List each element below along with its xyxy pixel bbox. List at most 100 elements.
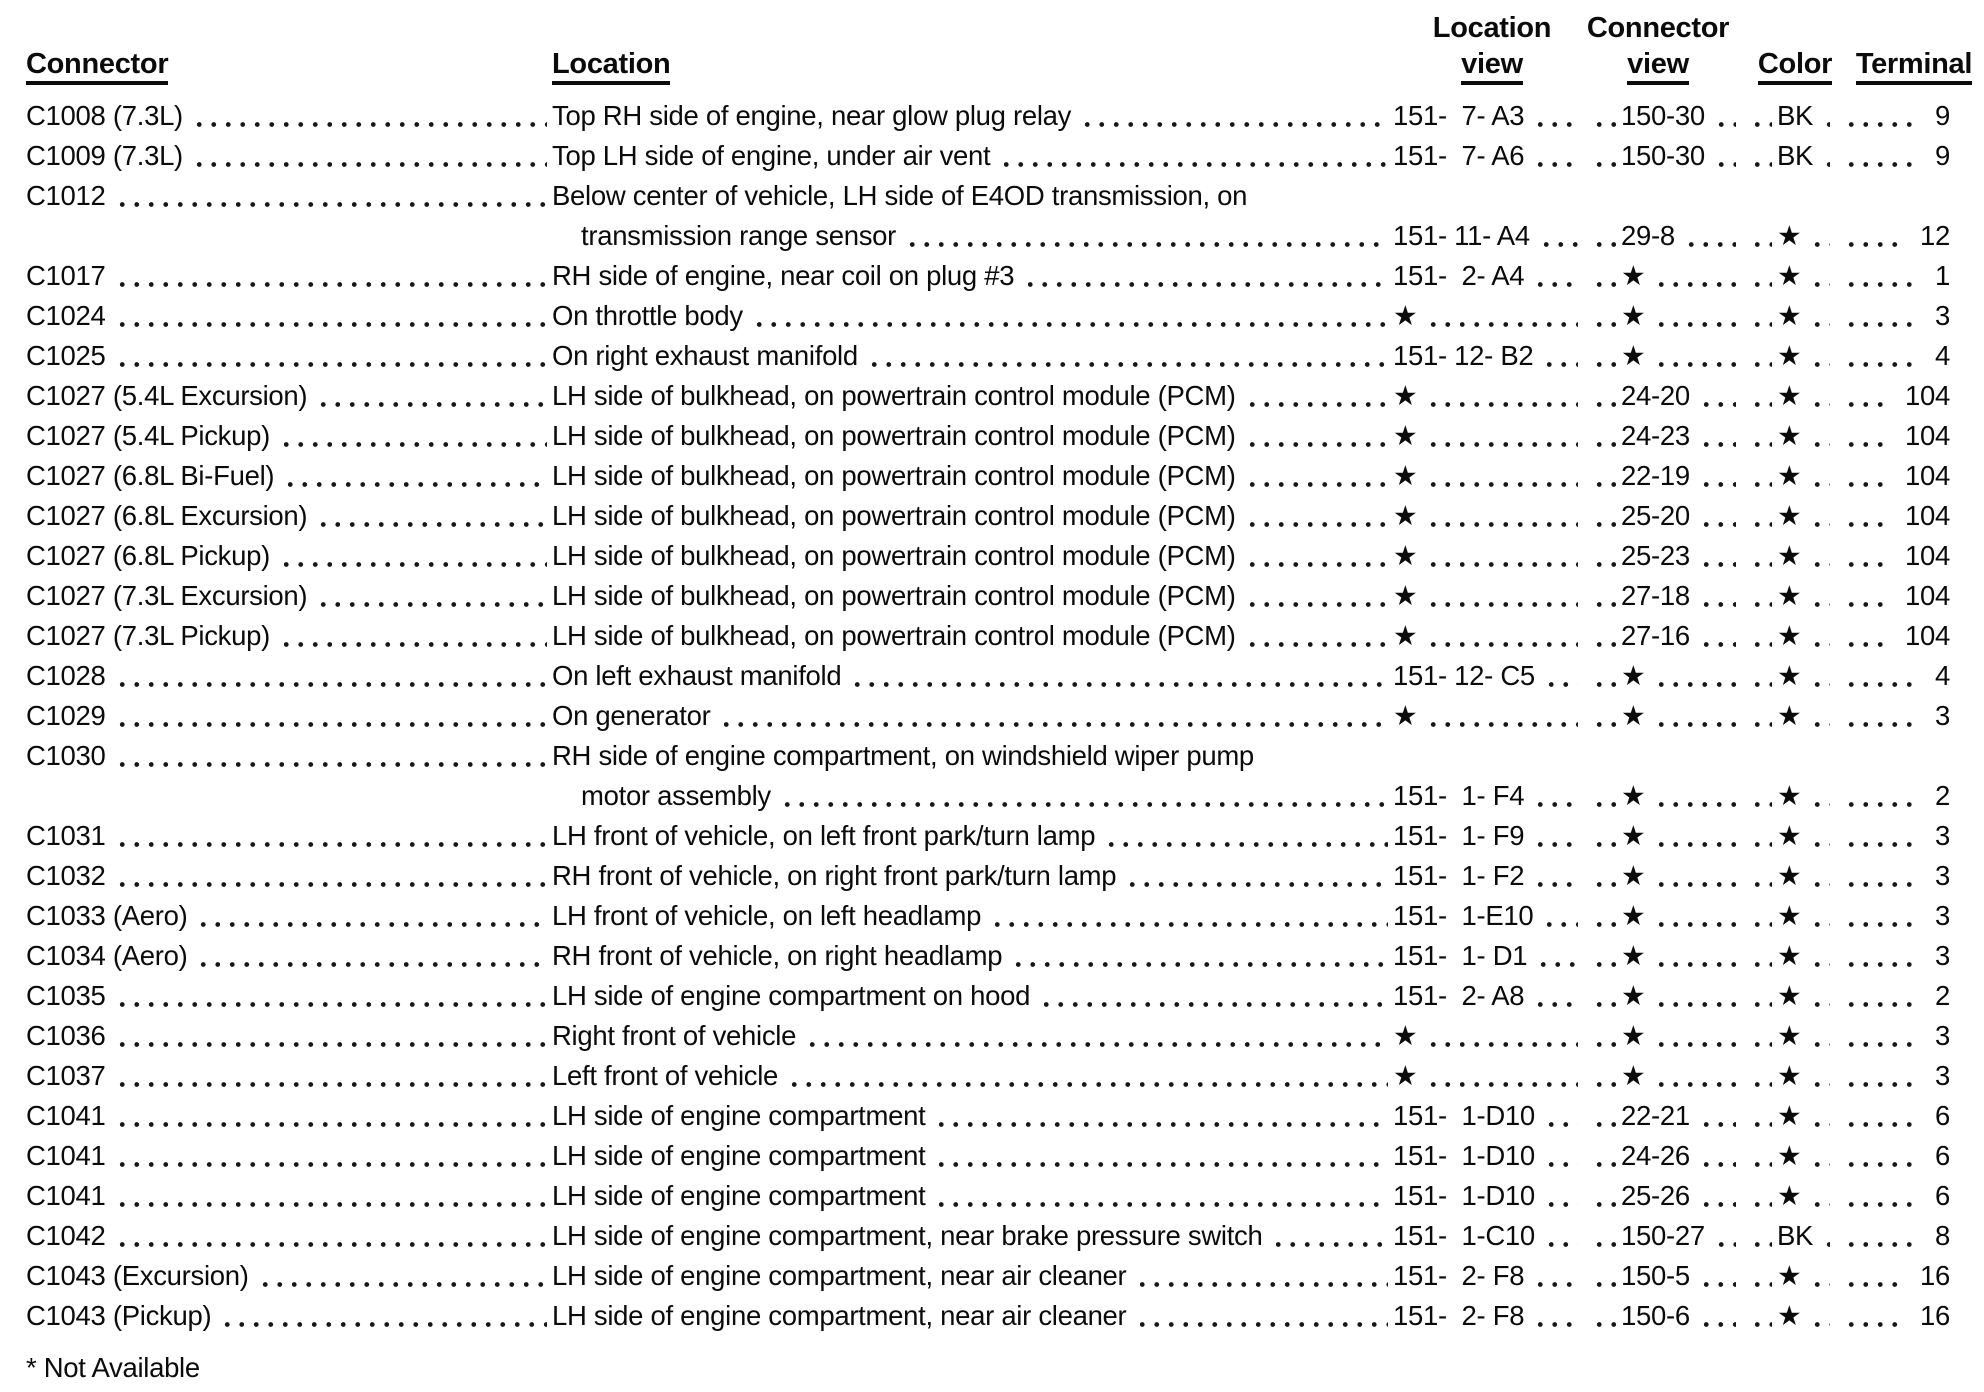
location-cell: Top LH side of engine, under air vent: [552, 136, 1393, 176]
location-text: LH side of engine compartment, near air …: [552, 1300, 1127, 1331]
connector-id: C1036: [26, 1020, 106, 1051]
location-text: LH side of bulkhead, on powertrain contr…: [552, 500, 1236, 531]
dot-leader: [801, 1016, 1388, 1056]
table-row: C1033 (Aero) LH front of vehicle, on lef…: [0, 896, 1984, 936]
dot-leader: [1422, 296, 1578, 336]
color-value: ★: [1777, 1300, 1802, 1331]
color-value: ★: [1777, 900, 1802, 931]
connector-view-cell: 24-20: [1621, 376, 1741, 416]
dot-leader: [1240, 496, 1388, 536]
terminal-value: 3: [1935, 860, 1950, 891]
location-view-value: 151- 2- A8: [1393, 980, 1525, 1011]
dot-leader: [1422, 416, 1578, 456]
location-text: LH front of vehicle, on left headlamp: [552, 900, 982, 931]
connector-view-cell: 150-30: [1621, 136, 1741, 176]
connector-view-cell: ★: [1621, 896, 1741, 936]
table-row: C1017 RH side of engine, near coil on pl…: [0, 256, 1984, 296]
dot-leader: [1588, 816, 1616, 856]
location-cell: LH side of bulkhead, on powertrain contr…: [552, 616, 1393, 656]
location-view-value: 151- 2- F8: [1393, 1260, 1525, 1291]
dot-leader: [1840, 776, 1920, 816]
connector-view-value: ★: [1621, 780, 1646, 811]
location-text: LH side of engine compartment, near air …: [552, 1260, 1127, 1291]
terminal-value: 104: [1905, 500, 1950, 531]
terminal-value: 3: [1935, 900, 1950, 931]
dot-leader: [1240, 576, 1388, 616]
dot-leader: [1840, 1056, 1920, 1096]
location-view-value: ★: [1393, 460, 1418, 491]
connector-view-value: ★: [1621, 300, 1646, 331]
dot-leader: [1806, 496, 1830, 536]
location-cell: RH front of vehicle, on right front park…: [552, 856, 1393, 896]
terminal-value: 6: [1935, 1140, 1950, 1171]
dot-leader: [1650, 776, 1736, 816]
location-text: RH side of engine compartment, on windsh…: [552, 740, 1254, 771]
dot-leader: [110, 176, 547, 216]
connector-view-value: ★: [1621, 660, 1646, 691]
terminal-cell: 3: [1835, 936, 1950, 976]
dot-leader: [1679, 216, 1736, 256]
color-cell: ★: [1777, 1096, 1835, 1136]
terminal-cell: 9: [1835, 136, 1950, 176]
dot-leader: [1650, 896, 1736, 936]
connector-id: C1027 (7.3L Pickup): [26, 620, 270, 651]
location-view-value: ★: [1393, 300, 1418, 331]
connector-id: C1032: [26, 860, 106, 891]
location-view-cell: 151- 1-D10: [1393, 1136, 1583, 1176]
dot-leader: [1746, 656, 1772, 696]
connector-id: C1008 (7.3L): [26, 100, 183, 131]
dot-leader: [1806, 256, 1830, 296]
dot-leader: [110, 696, 547, 736]
dot-leader: [1240, 616, 1388, 656]
terminal-cell: 2: [1835, 776, 1950, 816]
location-text: LH side of bulkhead, on powertrain contr…: [552, 420, 1236, 451]
connector-cell: C1032: [26, 856, 552, 896]
connector-view-value: 24-23: [1621, 420, 1690, 451]
location-view-cell: 151- 2- F8: [1393, 1296, 1583, 1336]
dot-leader: [1840, 1256, 1905, 1296]
dot-leader: [1746, 936, 1772, 976]
dot-leader: [1588, 496, 1616, 536]
dot-leader: [1588, 1016, 1616, 1056]
dot-leader: [110, 1216, 547, 1256]
location-text: RH front of vehicle, on right front park…: [552, 860, 1117, 891]
connector-view-value: 22-21: [1621, 1100, 1690, 1131]
dot-leader: [1588, 616, 1616, 656]
color-cell: ★: [1777, 776, 1835, 816]
dot-leader: [1694, 496, 1736, 536]
color-cell: ★: [1777, 1176, 1835, 1216]
dot-leader: [1746, 216, 1772, 256]
connector-view-value: 22-19: [1621, 460, 1690, 491]
dot-leader: [1840, 1136, 1920, 1176]
connector-cell: C1027 (6.8L Bi-Fuel): [26, 456, 552, 496]
location-view-value: 151- 7- A3: [1393, 100, 1525, 131]
color-cell: ★: [1777, 936, 1835, 976]
color-value: BK: [1777, 100, 1814, 131]
location-cell: LH side of engine compartment: [552, 1176, 1393, 1216]
terminal-value: 3: [1935, 300, 1950, 331]
color-value: ★: [1777, 220, 1802, 251]
terminal-cell: 16: [1835, 1296, 1950, 1336]
dot-leader: [901, 216, 1388, 256]
color-cell: ★: [1777, 816, 1835, 856]
connector-id: C1009 (7.3L): [26, 140, 183, 171]
table-row: C1032 RH front of vehicle, on right fron…: [0, 856, 1984, 896]
dot-leader: [1840, 936, 1920, 976]
table-row: C1041 LH side of engine compartment 151-…: [0, 1096, 1984, 1136]
connector-view-cell: ★: [1621, 296, 1741, 336]
terminal-cell: 3: [1835, 1056, 1950, 1096]
location-view-cell: 151- 12- B2: [1393, 336, 1583, 376]
location-view-value: 151- 1-C10: [1393, 1220, 1535, 1251]
dot-leader: [1588, 936, 1616, 976]
connector-id: C1017: [26, 260, 106, 291]
dot-leader: [1806, 216, 1830, 256]
location-cell: RH side of engine compartment, on windsh…: [552, 736, 1393, 776]
location-view-value: ★: [1393, 1060, 1418, 1091]
table-row: C1029 On generator ★ ★ ★ 3: [0, 696, 1984, 736]
connector-view-value: ★: [1621, 340, 1646, 371]
location-cell: LH front of vehicle, on left headlamp: [552, 896, 1393, 936]
location-view-value: 151- 1- D1: [1393, 940, 1528, 971]
dot-leader: [1588, 256, 1616, 296]
table-row: C1027 (5.4L Pickup) LH side of bulkhead,…: [0, 416, 1984, 456]
connector-view-value: 29-8: [1621, 220, 1675, 251]
